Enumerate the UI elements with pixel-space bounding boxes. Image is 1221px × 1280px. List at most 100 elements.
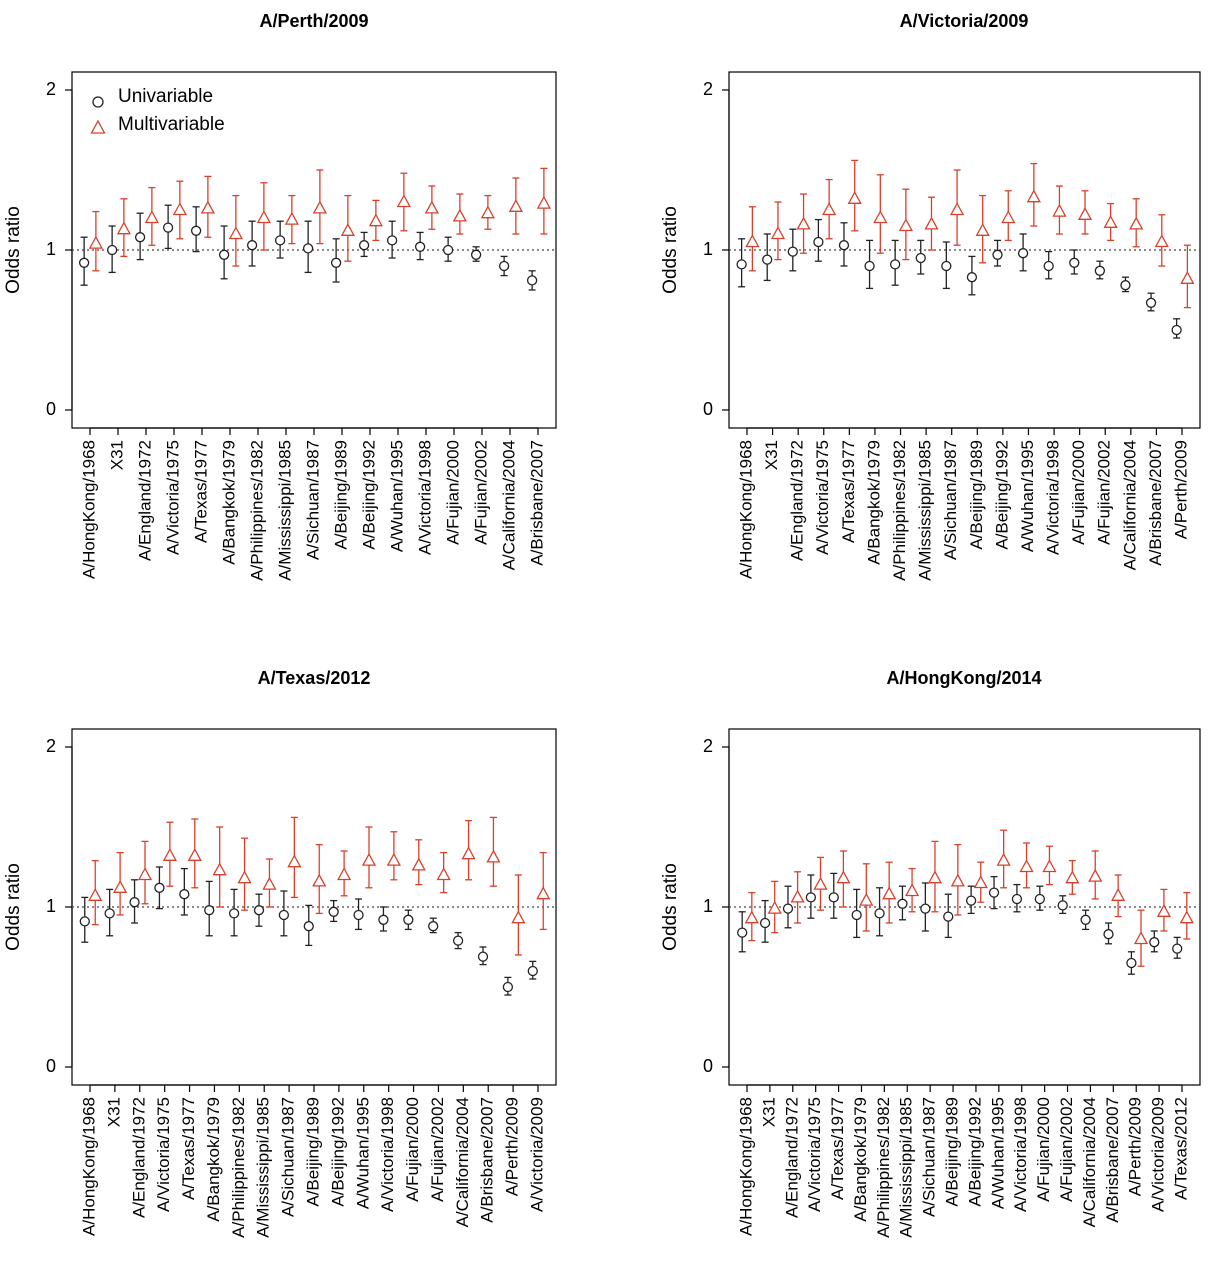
x-tick-label: A/Philippines/1982: [890, 440, 909, 581]
multivariable-point: [486, 849, 501, 863]
multivariable-point: [337, 867, 352, 881]
univariable-point: [104, 908, 115, 919]
multivariable-point: [1111, 887, 1126, 901]
x-tick-label: A/Bangkok/1979: [851, 1097, 870, 1222]
x-tick-label: A/Fujian/2002: [471, 440, 490, 545]
x-tick-label: A/Philippines/1982: [229, 1097, 248, 1238]
chart-title: A/Perth/2009: [259, 11, 368, 31]
multivariable-point: [312, 873, 327, 887]
multivariable-point: [1052, 203, 1067, 217]
multivariable-point: [411, 857, 426, 871]
y-axis-title: Odds ratio: [3, 863, 24, 951]
multivariable-point: [767, 900, 782, 914]
x-tick-label: A/California/2004: [453, 1097, 472, 1227]
univariable-point: [378, 914, 389, 925]
x-tick-label: A/Bangkok/1979: [219, 440, 238, 565]
y-tick-label: 2: [703, 79, 713, 99]
multivariable-point: [116, 221, 131, 235]
x-tick-label: A/Fujian/2000: [1034, 1097, 1053, 1202]
x-tick-label: A/Texas/1977: [191, 440, 210, 543]
multivariable-point: [745, 234, 760, 248]
multivariable-point: [287, 854, 302, 868]
y-tick-label: 1: [703, 239, 713, 259]
x-tick-label: A/Wuhan/1995: [387, 440, 406, 552]
legend-multivariable-label: Multivariable: [118, 114, 225, 135]
univariable-point: [1034, 893, 1045, 905]
multivariable-point: [904, 883, 920, 897]
y-axis-title: Odds ratio: [3, 206, 24, 294]
multivariable-point: [88, 235, 103, 249]
univariable-point: [920, 903, 931, 914]
x-tick-label: A/England/1972: [782, 1097, 801, 1218]
y-tick-label: 2: [703, 736, 713, 756]
x-tick-label: X31: [107, 440, 126, 470]
univariable-point: [154, 882, 165, 893]
multivariable-point: [1156, 903, 1172, 917]
multivariable-point: [162, 847, 177, 861]
univariable-point: [1069, 257, 1080, 268]
y-tick-label: 0: [46, 1056, 56, 1076]
multivariable-point: [898, 218, 913, 232]
multivariable-point: [312, 200, 327, 214]
univariable-point: [179, 889, 190, 900]
univariable-point: [1080, 914, 1091, 925]
x-tick-label: A/Mississippi/1985: [254, 1097, 273, 1238]
multivariable-point: [1042, 859, 1057, 873]
chart-panel-3: A/Texas/2012 0 1 2 Odds ratio A/HongKong/1968…: [3, 668, 557, 1238]
multivariable-point: [1001, 210, 1016, 224]
univariable-point: [106, 244, 118, 256]
y-tick-label: 0: [703, 1056, 713, 1076]
univariable-point: [246, 240, 258, 251]
multivariable-point: [284, 211, 299, 225]
x-tick-label: A/Sichuan/1987: [303, 440, 322, 560]
multivariable-point: [790, 889, 805, 903]
univariable-point: [330, 257, 342, 268]
chart-title: A/HongKong/2014: [886, 668, 1041, 688]
multivariable-point: [480, 205, 495, 219]
multivariable-point: [424, 200, 439, 214]
multivariable-point: [256, 210, 271, 224]
univariable-point: [218, 249, 230, 260]
multivariable-point: [461, 846, 476, 860]
univariable-point: [838, 240, 850, 251]
multivariable-point: [237, 870, 252, 884]
chart-panel-2: A/Victoria/2009 0 1 2 Odds ratio A/HongKong/1…: [660, 11, 1201, 581]
multivariable-point: [796, 216, 811, 230]
univariable-point: [452, 935, 464, 946]
univariable-point: [805, 892, 817, 903]
univariable-point: [782, 903, 794, 914]
x-tick-label: A/HongKong/1968: [736, 1097, 755, 1236]
x-tick-label: A/Texas/2012: [1171, 1097, 1190, 1200]
univariable-point: [527, 965, 538, 977]
univariable-point: [1103, 929, 1114, 940]
y-tick-label: 2: [46, 79, 56, 99]
multivariable-point: [536, 195, 551, 209]
x-tick-label: A/Sichuan/1987: [941, 440, 960, 560]
legend: Univariable Multivariable: [90, 86, 225, 135]
x-tick-label: A/Beijing/1992: [992, 440, 1011, 550]
univariable-point: [526, 275, 538, 286]
legend-univariable-marker: [92, 96, 104, 108]
multivariable-point: [950, 873, 965, 887]
multivariable-point: [187, 847, 202, 861]
univariable-point: [736, 259, 747, 270]
multivariable-point: [88, 887, 103, 901]
x-tick-label: A/HongKong/1968: [79, 440, 98, 579]
x-tick-label: A/Beijing/1989: [943, 1097, 962, 1207]
x-tick-label: A/Fujian/2000: [443, 440, 462, 545]
univariable-point: [134, 232, 146, 243]
x-tick-label: A/Beijing/1989: [331, 440, 350, 550]
x-tick-label: A/Beijing/1992: [359, 440, 378, 550]
x-tick-label: A/Mississippi/1985: [897, 1097, 916, 1238]
univariable-point: [442, 244, 454, 256]
univariable-point: [129, 897, 140, 908]
univariable-point: [1171, 324, 1182, 336]
chart-title: A/Texas/2012: [258, 668, 371, 688]
univariable-point: [386, 235, 398, 246]
multivariable-point: [137, 867, 153, 881]
x-tick-label: A/Mississippi/1985: [916, 440, 935, 581]
multivariable-point: [1180, 270, 1195, 284]
x-tick-label: A/Fujian/2002: [428, 1097, 447, 1202]
multivariable-point: [1129, 216, 1144, 230]
multivariable-point: [536, 886, 551, 900]
